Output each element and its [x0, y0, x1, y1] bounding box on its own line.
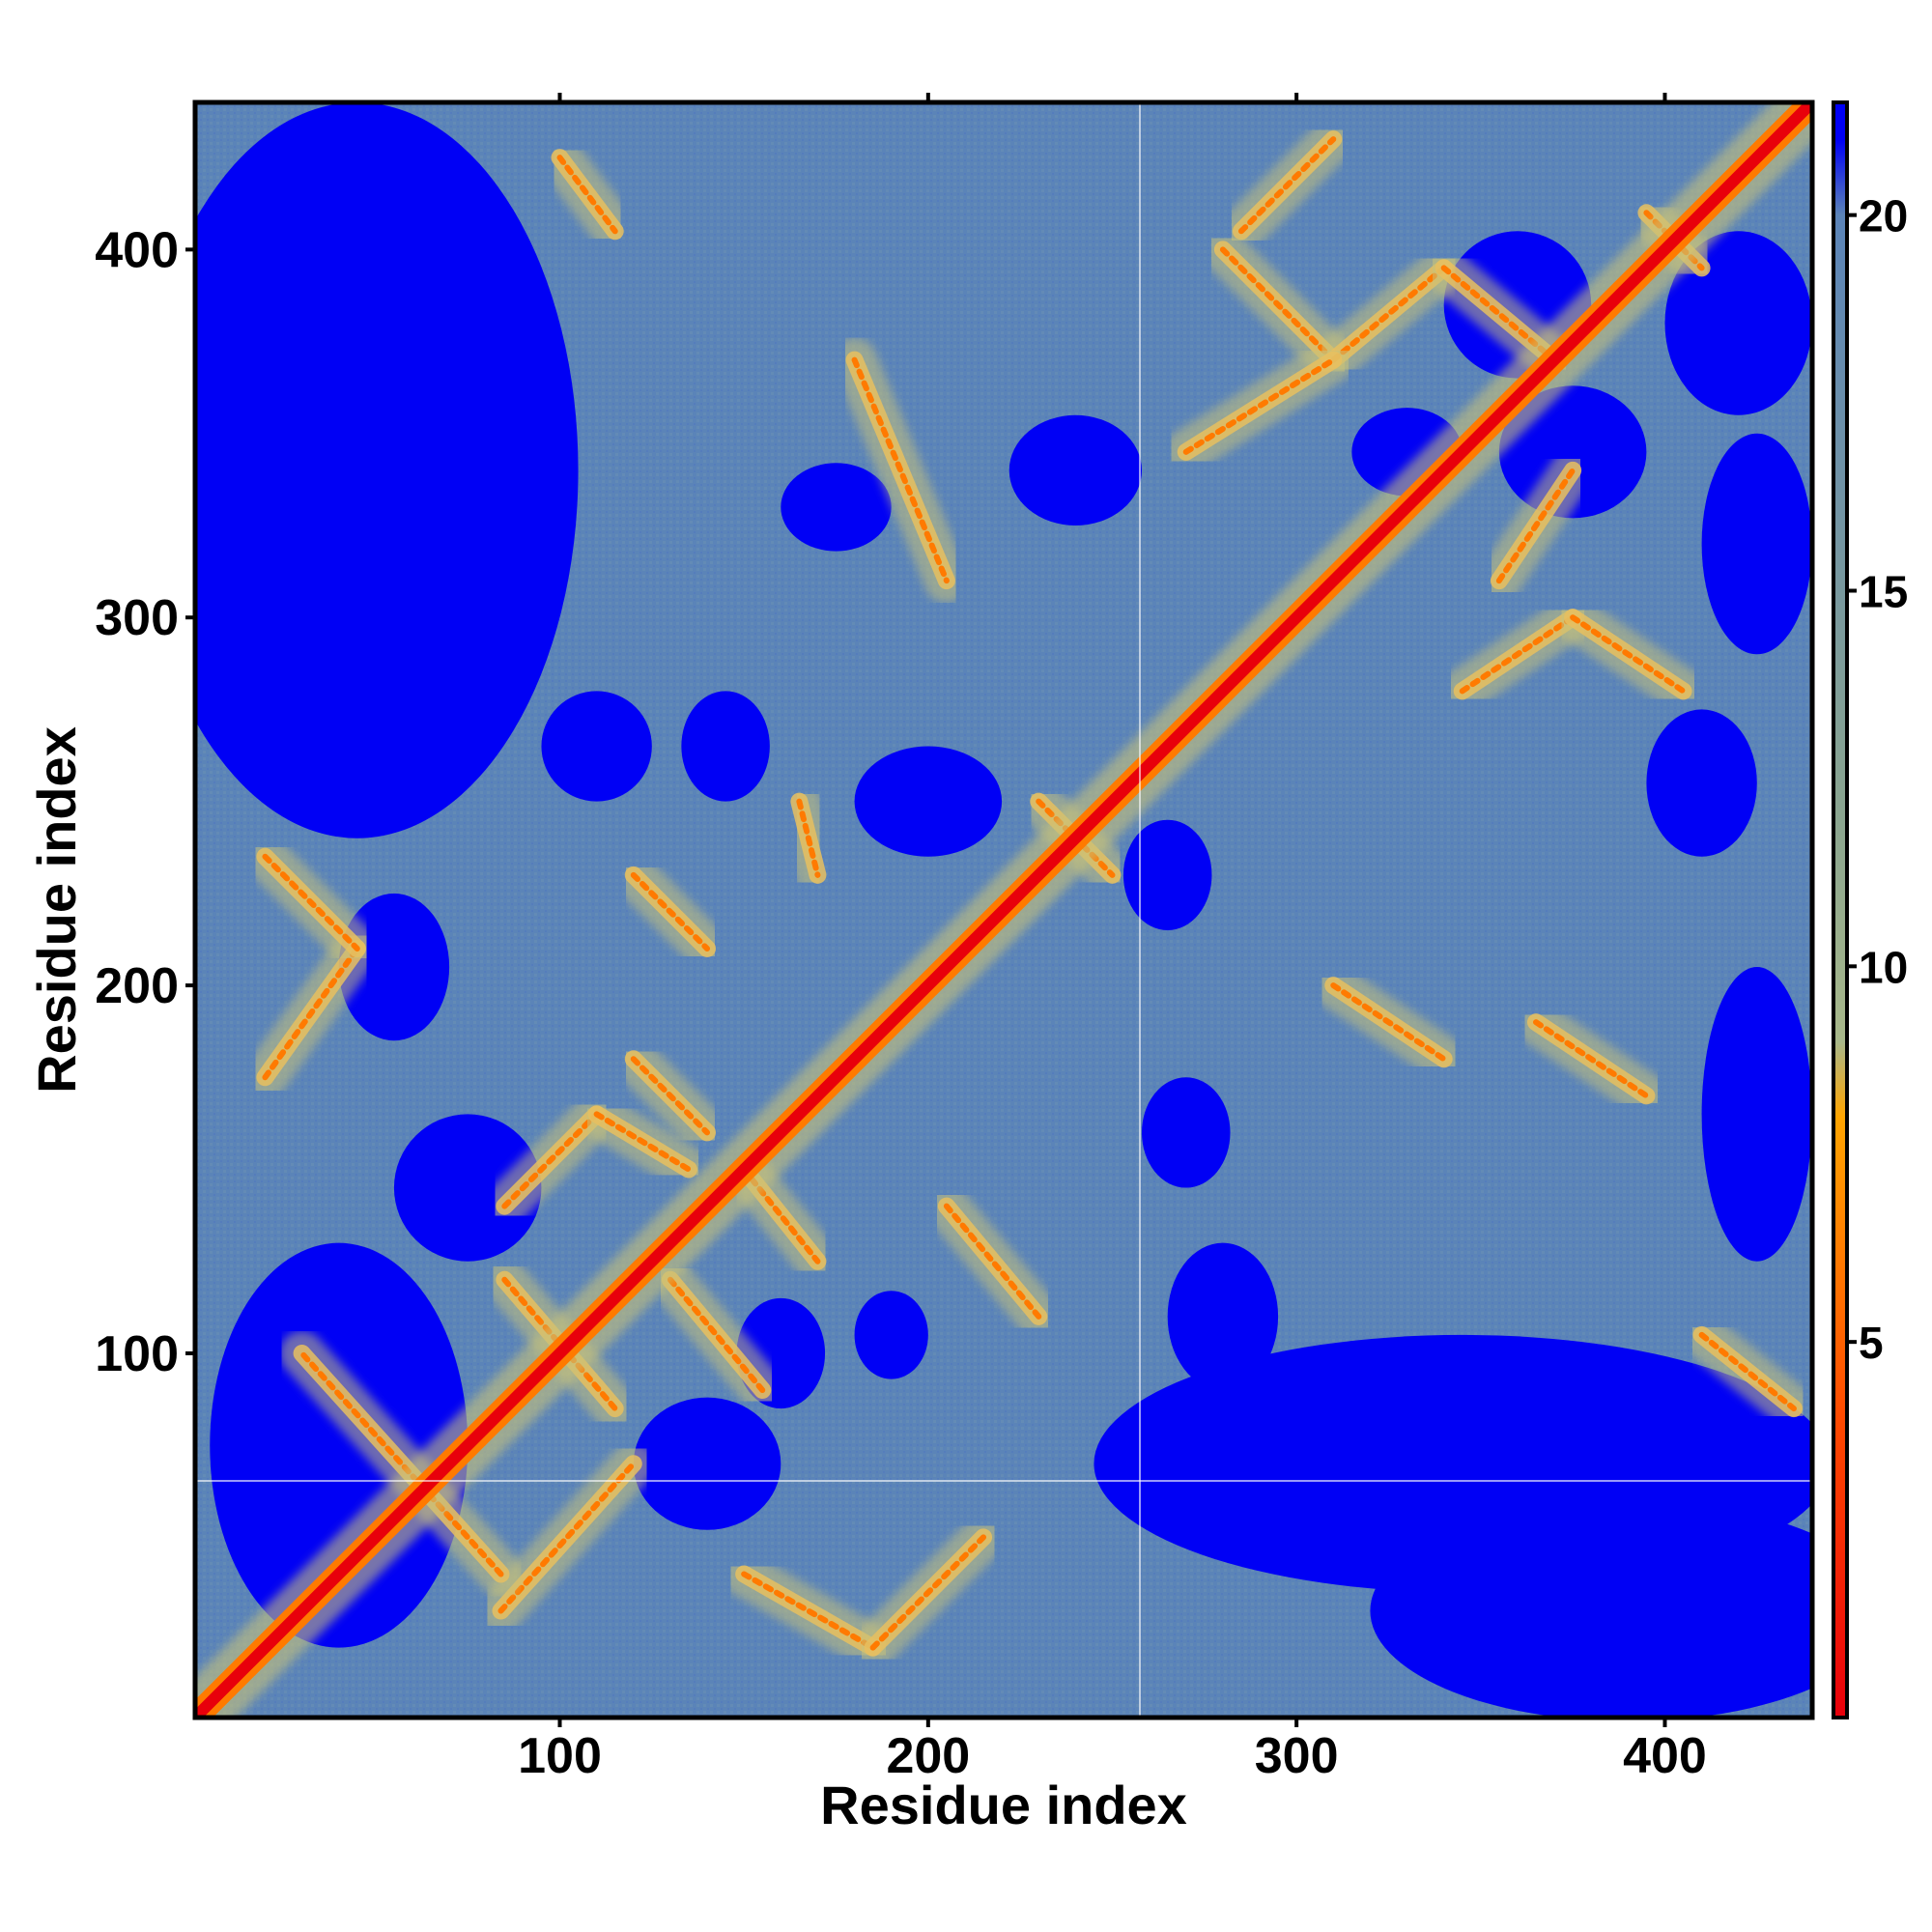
contact-band-24 [1476, 447, 1596, 604]
contact-band-4 [242, 834, 380, 971]
plot-frame [192, 99, 1815, 1720]
contact-band-6 [574, 1092, 711, 1192]
contact-band-3 [242, 925, 380, 1100]
colorbar-tick-label: 10 [1859, 942, 1908, 992]
x-axis-title: Residue index [820, 1775, 1187, 1835]
contact-band-29 [611, 1037, 730, 1155]
x-tick-label: 400 [1623, 1728, 1707, 1784]
far-region-19 [681, 691, 770, 802]
contact-band-18 [1200, 227, 1356, 383]
y-axis-title: Residue index [26, 726, 87, 1094]
colorbar-tick-label: 15 [1859, 566, 1908, 616]
contact-band-8 [647, 1257, 785, 1413]
y-tick-label: 400 [95, 222, 179, 278]
contact-band-11 [923, 1183, 1062, 1339]
contact-band-13 [850, 1515, 1007, 1670]
contact-band-16 [777, 779, 840, 897]
colorbar-gradient [1832, 100, 1849, 1719]
x-tick-label: 100 [518, 1728, 602, 1784]
far-region-12 [1141, 1077, 1231, 1188]
contact-band-19 [1311, 245, 1466, 383]
x-tick-label: 300 [1255, 1728, 1339, 1784]
far-region-17 [1009, 414, 1142, 526]
contact-band-15 [832, 337, 969, 604]
far-region-1 [195, 102, 579, 838]
contact-band-26 [1514, 1000, 1669, 1119]
far-region-5 [633, 1397, 781, 1530]
contact-band-23 [1550, 595, 1706, 714]
contact-band-21 [1163, 337, 1356, 474]
contact-band-17 [1218, 117, 1356, 254]
contact-band-14 [537, 135, 638, 254]
far-region-10 [1646, 709, 1757, 857]
x-tick-label: 200 [886, 1728, 970, 1784]
y-tick-label: 100 [95, 1326, 179, 1382]
far-region-15 [854, 746, 1003, 857]
x-axis-ticks: 100 200 300 400 [518, 93, 1707, 1784]
far-region-16 [781, 463, 892, 552]
far-region-11 [1167, 1242, 1279, 1391]
colorbar-tick-label: 5 [1859, 1318, 1884, 1368]
colorbar-tick-label: 20 [1859, 191, 1908, 242]
colorbar: 5 10 15 20 [1832, 100, 1908, 1719]
far-region-18 [541, 691, 652, 802]
far-region-23 [854, 1291, 928, 1379]
contact-band-12 [722, 1551, 895, 1670]
far-region-13 [1122, 819, 1212, 930]
diagonal-core [195, 102, 1812, 1718]
contact-band-25 [1311, 963, 1466, 1082]
contact-band-10 [611, 852, 730, 971]
far-region-7 [1370, 1500, 1812, 1718]
contact-band-1 [478, 1441, 656, 1634]
contact-band-27 [1679, 1312, 1812, 1432]
y-tick-label: 200 [95, 958, 179, 1014]
far-region-24 [1701, 433, 1812, 655]
far-region-21 [1701, 967, 1812, 1262]
y-tick-label: 300 [95, 590, 179, 646]
y-axis-ticks: 100 200 300 400 [95, 222, 195, 1382]
contact-band-2 [279, 1330, 524, 1597]
heatmap-area [195, 102, 1812, 1718]
